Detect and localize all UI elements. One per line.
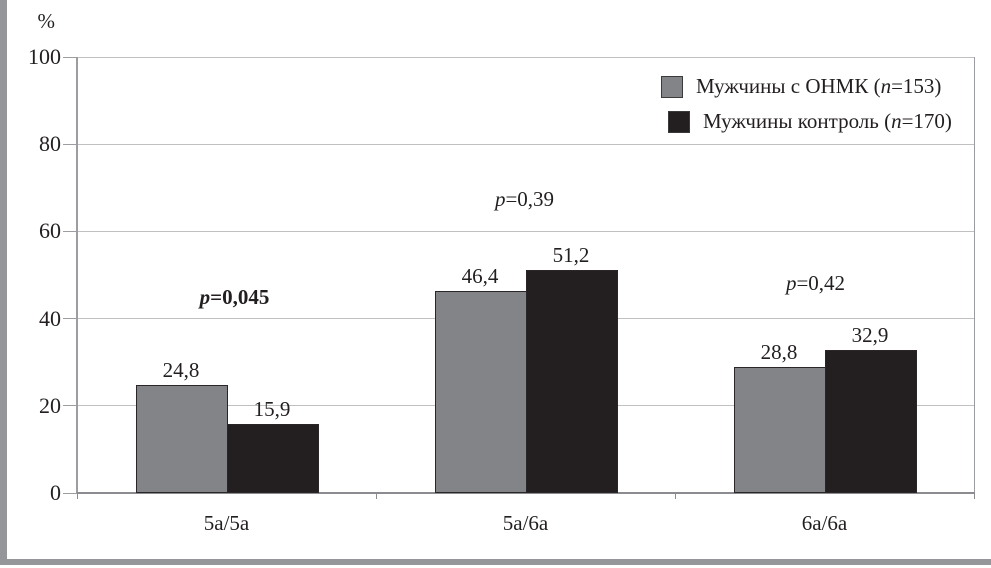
- y-tick-label: 20: [39, 392, 61, 418]
- y-axis-tick: [63, 405, 77, 407]
- value-label: 24,8: [162, 357, 200, 382]
- bar-s1-c2: [824, 349, 917, 493]
- y-axis-tick: [63, 318, 77, 320]
- legend-label-onmk: Мужчины с ОНМК (n=153): [696, 74, 941, 99]
- gridline: [77, 230, 974, 232]
- y-axis-line: [76, 57, 78, 493]
- legend-label-control-n: n: [891, 109, 902, 133]
- y-tick-label: 80: [39, 131, 61, 157]
- bar-s0-c1: [434, 290, 527, 493]
- y-tick-label: 60: [39, 218, 61, 244]
- value-label: 15,9: [253, 396, 291, 421]
- x-tick-label: 6а/6а: [801, 511, 848, 535]
- x-tick-label: 5а/5а: [203, 511, 250, 535]
- y-tick-label: 100: [28, 44, 61, 69]
- p-value-label: p=0,045: [160, 286, 310, 308]
- bar-s0-c0: [135, 384, 228, 493]
- x-axis-tick: [376, 493, 377, 499]
- y-axis-tick: [63, 492, 77, 494]
- page-border-bottom: [0, 559, 991, 565]
- legend-swatch-control: [668, 110, 690, 133]
- p-symbol: p: [785, 271, 797, 295]
- y-axis-tick: [63, 143, 77, 145]
- gridline: [77, 56, 974, 58]
- p-value-text: =0,045: [210, 285, 270, 309]
- legend-label-onmk-suffix: =153): [891, 74, 942, 98]
- y-tick-label: 40: [39, 305, 61, 331]
- p-value-label: p=0,39: [450, 188, 600, 210]
- value-label: 46,4: [461, 263, 499, 288]
- plot-right-border: [974, 57, 975, 493]
- p-symbol: p: [494, 187, 506, 211]
- value-label: 51,2: [552, 242, 590, 267]
- x-tick-label: 5а/6а: [502, 511, 549, 535]
- legend-item-control: Мужчины контроль (n=170): [668, 109, 952, 134]
- legend-label-onmk-n: n: [880, 74, 892, 98]
- bar-s1-c1: [525, 269, 618, 493]
- x-axis-line: [77, 492, 975, 494]
- value-label: 28,8: [760, 340, 798, 365]
- y-axis-unit-label: %: [37, 9, 56, 33]
- page-border-left: [0, 0, 7, 562]
- chart-legend: Мужчины с ОНМК (n=153) Мужчины контроль …: [661, 74, 952, 134]
- bar-s1-c0: [226, 423, 319, 493]
- x-axis-tick: [77, 493, 78, 499]
- p-value-label: p=0,42: [741, 272, 891, 294]
- y-axis-tick: [63, 230, 77, 232]
- p-value-text: =0,39: [505, 187, 555, 211]
- gridline: [77, 143, 974, 145]
- y-axis-tick: [63, 56, 77, 58]
- legend-label-onmk-prefix: Мужчины с ОНМК (: [696, 74, 881, 98]
- legend-item-onmk: Мужчины с ОНМК (n=153): [661, 74, 952, 99]
- p-symbol: p: [199, 285, 211, 309]
- value-label: 32,9: [851, 322, 889, 347]
- p-value-text: =0,42: [796, 271, 846, 295]
- legend-label-control-prefix: Мужчины контроль (: [703, 109, 892, 133]
- legend-label-control-suffix: =170): [901, 109, 952, 133]
- x-axis-tick: [974, 493, 975, 499]
- legend-swatch-onmk: [661, 75, 683, 98]
- bar-s0-c2: [733, 367, 826, 493]
- y-tick-label: 0: [50, 480, 61, 505]
- x-axis-tick: [675, 493, 676, 499]
- legend-label-control: Мужчины контроль (n=170): [703, 109, 952, 134]
